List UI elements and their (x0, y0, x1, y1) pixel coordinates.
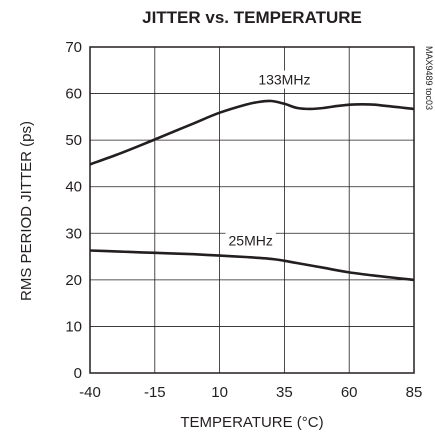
y-axis-label: RMS PERIOD JITTER (ps) (18, 121, 35, 301)
y-tick-label: 70 (65, 39, 82, 56)
series-line-1 (89, 249, 415, 282)
series-layer: 133MHz 25MHz (89, 70, 415, 282)
y-tick-label: 50 (65, 132, 82, 149)
x-tick-label: 85 (406, 384, 423, 401)
series-label-text: 133MHz (258, 72, 310, 88)
y-tick-label: 60 (65, 86, 82, 103)
x-tick-label: 10 (211, 384, 228, 401)
y-tick-label: 20 (65, 272, 82, 289)
y-tick-label: 10 (65, 318, 82, 335)
grid (90, 47, 414, 373)
chart-title: JITTER vs. TEMPERATURE (142, 8, 362, 27)
x-tick-label: 60 (341, 384, 358, 401)
y-tick-label: 30 (65, 225, 82, 242)
series-label-text: 25MHz (229, 232, 273, 248)
series-line-0 (89, 99, 415, 166)
x-axis-label: TEMPERATURE (°C) (180, 414, 323, 431)
series-label-0: 133MHz (255, 70, 314, 89)
x-tick-label: 35 (276, 384, 293, 401)
x-tick-label: -40 (79, 384, 101, 401)
x-tick-label: -15 (144, 384, 166, 401)
series-label-background (225, 231, 276, 250)
y-tick-label: 40 (65, 179, 82, 196)
y-tick-label: 0 (74, 365, 82, 382)
x-tick-labels: -40 -15 10 35 60 85 (79, 384, 422, 401)
part-number-watermark: MAX9489 toc03 (424, 46, 434, 110)
plot-frame (89, 46, 415, 374)
y-tick-labels: 0 10 20 30 40 50 60 70 (65, 39, 82, 382)
series-label-1: 25MHz (225, 231, 276, 250)
series-label-background (255, 70, 314, 89)
